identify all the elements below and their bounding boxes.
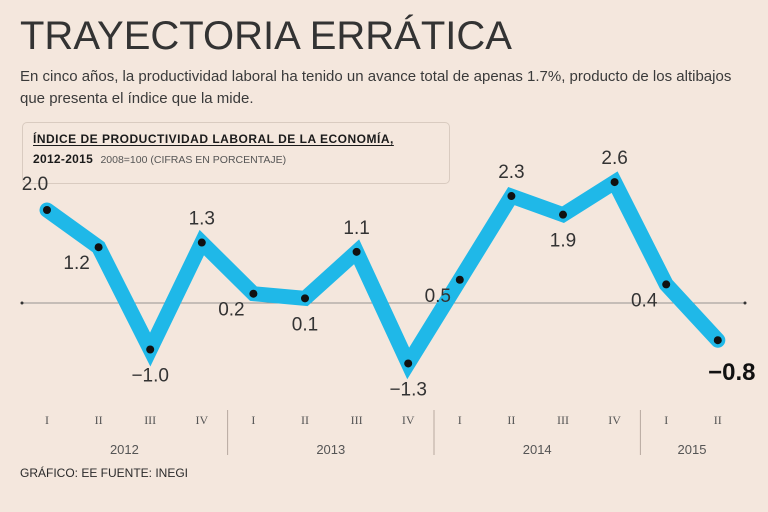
data-label: 1.1 <box>343 218 369 239</box>
data-point <box>610 178 619 187</box>
legend-note: 2008=100 (CIFRAS EN PORCENTAJE) <box>100 154 287 166</box>
chart-title: TRAYECTORIA ERRÁTICA <box>20 14 512 58</box>
data-label: 2.0 <box>22 174 48 195</box>
x-tick-label: II <box>95 413 103 427</box>
legend-subline: 2012-2015 2008=100 (CIFRAS EN PORCENTAJE… <box>33 152 439 166</box>
legend-title: ÍNDICE DE PRODUCTIVIDAD LABORAL DE LA EC… <box>33 132 394 146</box>
x-tick-label: I <box>664 413 668 427</box>
series-line <box>39 171 726 380</box>
data-point <box>507 192 516 201</box>
x-tick-label: I <box>45 413 49 427</box>
x-tick-label: II <box>507 413 515 427</box>
data-label: 0.5 <box>425 286 451 307</box>
axis-end-dot <box>20 301 24 305</box>
data-label: 1.2 <box>63 253 89 274</box>
data-label: 0.2 <box>218 300 244 321</box>
x-tick-label: IV <box>402 413 415 427</box>
year-label: 2014 <box>523 442 552 457</box>
data-point <box>352 247 361 256</box>
chart-subtitle: En cinco años, la productividad laboral … <box>20 68 732 107</box>
year-label: 2015 <box>678 442 707 457</box>
legend-box: ÍNDICE DE PRODUCTIVIDAD LABORAL DE LA EC… <box>22 122 450 184</box>
data-label: 2.6 <box>601 148 627 169</box>
data-point <box>94 243 103 252</box>
year-label: 2012 <box>110 442 139 457</box>
x-tick-label: II <box>714 413 722 427</box>
data-label: 1.9 <box>550 231 576 252</box>
data-point <box>146 345 155 354</box>
data-point <box>249 289 258 298</box>
x-tick-label: IV <box>608 413 621 427</box>
axis-end-dot <box>743 301 747 305</box>
data-point <box>662 280 671 289</box>
data-point <box>301 294 309 303</box>
x-tick-label: III <box>351 413 363 427</box>
data-point <box>197 238 206 247</box>
year-label: 2013 <box>316 442 345 457</box>
data-label: −1.0 <box>131 366 169 387</box>
data-label: 2.3 <box>498 162 524 183</box>
data-point <box>713 336 722 345</box>
x-tick-label: I <box>251 413 255 427</box>
data-label: −1.3 <box>389 379 427 400</box>
data-label: 1.3 <box>189 209 215 230</box>
data-point <box>43 206 51 214</box>
data-label: 0.1 <box>292 314 318 335</box>
data-label: 0.4 <box>631 290 658 311</box>
data-point <box>455 275 464 284</box>
x-tick-label: II <box>301 413 309 427</box>
x-tick-label: IV <box>195 413 208 427</box>
data-point <box>404 359 413 368</box>
x-tick-label: I <box>458 413 462 427</box>
x-tick-label: III <box>144 413 156 427</box>
data-label: −0.8 <box>708 359 755 386</box>
legend-years: 2012-2015 <box>33 152 94 166</box>
x-tick-label: III <box>557 413 569 427</box>
data-point <box>559 210 567 219</box>
footer-credit: GRÁFICO: EE FUENTE: INEGI <box>20 466 189 480</box>
